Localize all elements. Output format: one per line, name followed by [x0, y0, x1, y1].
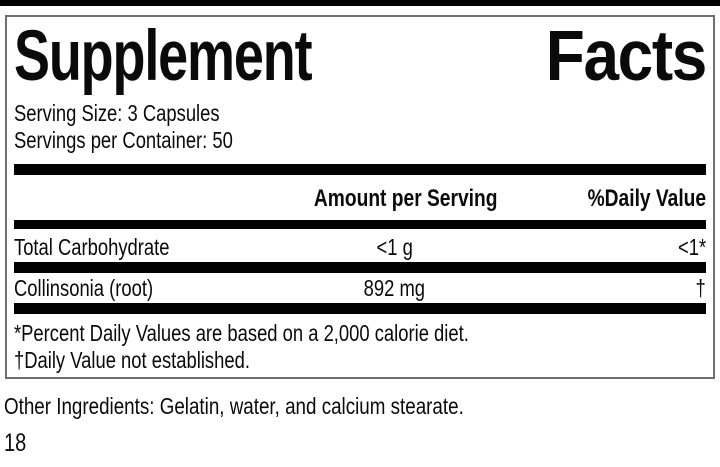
other-ingredients-text: Other Ingredients: Gelatin, water, and c…: [4, 393, 464, 419]
ingredient-name-cell: Collinsonia (root): [14, 275, 291, 302]
footnotes: *Percent Daily Values are based on a 2,0…: [14, 320, 706, 374]
amount-header-label: Amount per Serving: [313, 185, 498, 212]
daily-value-header-label: %Daily Value: [587, 185, 706, 212]
divider-bar-mid: [14, 262, 706, 273]
ingredient-name: Total Carbohydrate: [14, 234, 170, 260]
serving-size-line: Serving Size: 3 Capsules: [14, 100, 706, 127]
divider-bar-under-header: [14, 220, 706, 229]
ingredient-amount: <1 g: [376, 234, 413, 260]
servings-per-container-line: Servings per Container: 50: [14, 127, 706, 154]
supplement-facts-panel: Supplement Facts Serving Size: 3 Capsule…: [5, 15, 715, 379]
amount-header-cell: Amount per Serving: [291, 185, 499, 212]
ingredient-dv-cell: †: [498, 275, 706, 302]
serving-size-text: Serving Size: 3 Capsules: [14, 100, 220, 126]
footnote-percent-dv: *Percent Daily Values are based on a 2,0…: [14, 320, 706, 347]
other-ingredients: Other Ingredients: Gelatin, water, and c…: [4, 392, 720, 420]
ingredient-amount: 892 mg: [363, 275, 426, 301]
page-number: 18: [4, 428, 720, 458]
ingredient-dv: †: [695, 275, 706, 301]
title-word-supplement: Supplement: [14, 16, 313, 96]
panel-title: Supplement Facts: [14, 16, 708, 96]
title-word-facts: Facts: [545, 16, 708, 96]
servings-per-container-text: Servings per Container: 50: [14, 127, 233, 153]
divider-bar-bottom: [14, 303, 706, 314]
footnote-dagger-text: †Daily Value not established.: [14, 347, 250, 373]
serving-info: Serving Size: 3 Capsules Servings per Co…: [14, 100, 706, 154]
ingredient-dv-cell: <1*: [498, 234, 706, 261]
table-row: Total Carbohydrate <1 g <1*: [14, 234, 706, 261]
footnote-percent-dv-text: *Percent Daily Values are based on a 2,0…: [14, 320, 469, 346]
page-number-text: 18: [4, 429, 27, 457]
table-row: Collinsonia (root) 892 mg †: [14, 275, 706, 302]
footnote-dagger: †Daily Value not established.: [14, 347, 706, 374]
table-header-row: Amount per Serving %Daily Value: [14, 185, 706, 212]
ingredient-amount-cell: <1 g: [291, 234, 499, 261]
ingredient-name-cell: Total Carbohydrate: [14, 234, 291, 261]
ingredient-name: Collinsonia (root): [14, 275, 154, 301]
top-black-strip: [0, 0, 720, 6]
ingredient-amount-cell: 892 mg: [291, 275, 499, 302]
daily-value-header-cell: %Daily Value: [498, 185, 706, 212]
header-spacer: [14, 185, 291, 212]
divider-bar-thick-top: [14, 164, 706, 175]
ingredient-dv: <1*: [677, 234, 706, 260]
